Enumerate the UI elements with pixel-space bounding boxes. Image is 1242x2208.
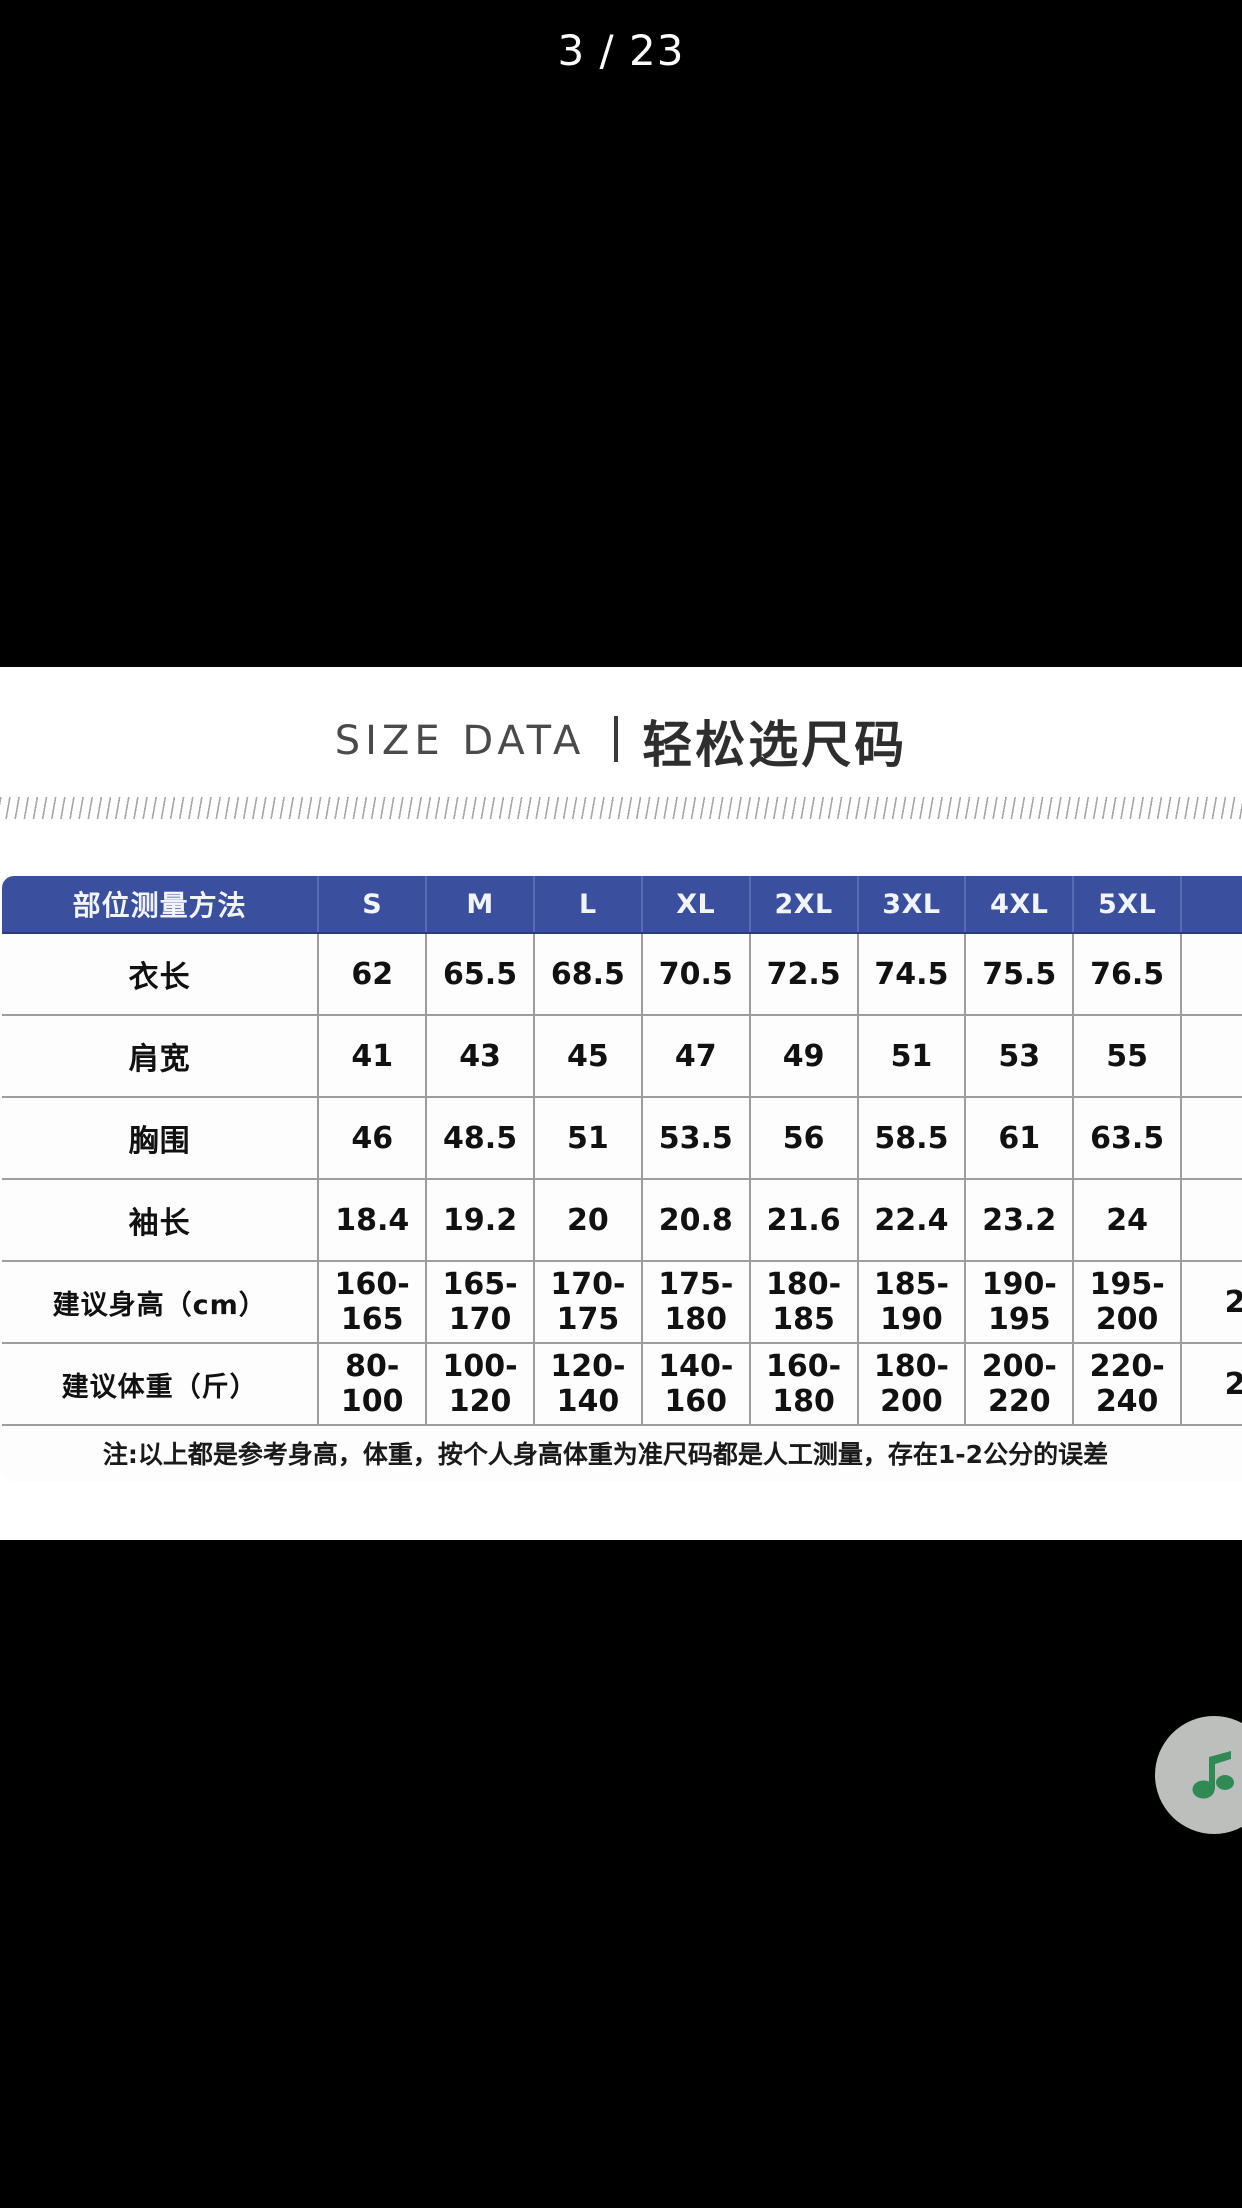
table-note: 注:以上都是参考身高，体重，按个人身高体重为准尺码都是人工测量，存在1-2公分的… xyxy=(102,1440,1109,1469)
page-indicator: 3 / 23 xyxy=(557,25,685,75)
cell: 74.5 xyxy=(857,933,967,1016)
header-size-5xl: 5XL xyxy=(1073,876,1183,934)
cell: 51 xyxy=(533,1097,643,1180)
cell: 56 xyxy=(749,1097,859,1180)
cell: 53 xyxy=(965,1015,1075,1098)
cell: 70.5 xyxy=(641,933,751,1016)
cell: 165-170 xyxy=(426,1261,535,1344)
row-label-chest: 胸围 xyxy=(2,1097,320,1180)
title-separator xyxy=(613,716,618,762)
cell: 23.2 xyxy=(965,1179,1075,1262)
header-size-l: L xyxy=(533,876,643,934)
cell: 19.2 xyxy=(426,1179,535,1262)
music-note-icon xyxy=(1192,1751,1234,1799)
row-label-shoulder-width: 肩宽 xyxy=(2,1015,320,1098)
cell: 160-180 xyxy=(749,1343,859,1426)
cell: 195-200 xyxy=(1073,1261,1183,1344)
cell: 51 xyxy=(857,1015,967,1098)
size-chart-sheet: SIZE DATA 轻松选尺码 部位测量方法 S M L XL 2XL xyxy=(0,667,1242,1540)
cell: 140-160 xyxy=(641,1343,751,1426)
size-table-container: 部位测量方法 S M L XL 2XL 3XL 4XL 5XL 衣长 62 65… xyxy=(0,874,1242,1482)
cell: 170-175 xyxy=(533,1261,643,1344)
cell: 58.5 xyxy=(857,1097,967,1180)
cell xyxy=(1181,1179,1242,1262)
row-label-recommended-weight: 建议体重（斤） xyxy=(2,1343,320,1426)
row-label-garment-length: 衣长 xyxy=(2,933,320,1016)
cell: 21.6 xyxy=(749,1179,859,1262)
row-label-recommended-height: 建议身高（cm） xyxy=(2,1261,320,1344)
table-row: 建议体重（斤） 80-100 100-120 120-140 140-160 1… xyxy=(2,1343,1242,1426)
table-row: 肩宽 41 43 45 47 49 51 53 55 xyxy=(2,1015,1242,1098)
header-measurement-method: 部位测量方法 xyxy=(2,876,320,934)
cell: 200-220 xyxy=(965,1343,1075,1426)
cell: 68.5 xyxy=(533,933,643,1016)
size-table: 部位测量方法 S M L XL 2XL 3XL 4XL 5XL 衣长 62 65… xyxy=(0,874,1242,1482)
cell: 80-100 xyxy=(318,1343,428,1426)
cell: 20 xyxy=(533,1179,643,1262)
cell: 180-200 xyxy=(857,1343,967,1426)
cell xyxy=(1181,1097,1242,1180)
cell: 41 xyxy=(318,1015,428,1098)
cell: 175-180 xyxy=(641,1261,751,1344)
cell: 45 xyxy=(533,1015,643,1098)
row-label-sleeve-length: 袖长 xyxy=(2,1179,320,1262)
cell: 61 xyxy=(965,1097,1075,1180)
cell: 49 xyxy=(749,1015,859,1098)
cell: 18.4 xyxy=(318,1179,428,1262)
cell: 53.5 xyxy=(641,1097,751,1180)
cell: 46 xyxy=(318,1097,428,1180)
cell xyxy=(1181,1015,1242,1098)
header-size-4xl: 4XL xyxy=(965,876,1075,934)
table-row: 衣长 62 65.5 68.5 70.5 72.5 74.5 75.5 76.5 xyxy=(2,933,1242,1016)
header-size-2xl: 2XL xyxy=(749,876,859,934)
cell: 62 xyxy=(318,933,428,1016)
cell xyxy=(1181,933,1242,1016)
header-size-3xl: 3XL xyxy=(857,876,967,934)
cell: 2 xyxy=(1181,1261,1242,1344)
cell: 2 xyxy=(1181,1343,1242,1426)
cell: 76.5 xyxy=(1073,933,1183,1016)
header-size-s: S xyxy=(318,876,428,934)
table-row: 袖长 18.4 19.2 20 20.8 21.6 22.4 23.2 24 xyxy=(2,1179,1242,1262)
cell: 180-185 xyxy=(749,1261,859,1344)
title-english: SIZE DATA xyxy=(334,718,586,764)
page-title: SIZE DATA 轻松选尺码 xyxy=(0,705,1242,777)
cell: 55 xyxy=(1073,1015,1183,1098)
table-row: 建议身高（cm） 160-165 165-170 170-175 175-180… xyxy=(2,1261,1242,1344)
table-header-row: 部位测量方法 S M L XL 2XL 3XL 4XL 5XL xyxy=(2,876,1242,934)
music-toggle-button[interactable] xyxy=(1155,1716,1242,1834)
cell: 190-195 xyxy=(965,1261,1075,1344)
table-row: 胸围 46 48.5 51 53.5 56 58.5 61 63.5 xyxy=(2,1097,1242,1180)
cell: 20.8 xyxy=(641,1179,751,1262)
cell: 100-120 xyxy=(426,1343,535,1426)
cell: 48.5 xyxy=(426,1097,535,1180)
cell: 47 xyxy=(641,1015,751,1098)
cell: 22.4 xyxy=(857,1179,967,1262)
ruler-hatch-divider xyxy=(0,797,1242,819)
cell: 75.5 xyxy=(965,933,1075,1016)
cell: 120-140 xyxy=(533,1343,643,1426)
title-chinese: 轻松选尺码 xyxy=(642,716,908,774)
cell: 63.5 xyxy=(1073,1097,1183,1180)
header-size-cutoff xyxy=(1181,876,1242,934)
header-size-m: M xyxy=(426,876,535,934)
cell: 185-190 xyxy=(857,1261,967,1344)
cell: 43 xyxy=(426,1015,535,1098)
cell: 24 xyxy=(1073,1179,1183,1262)
cell: 160-165 xyxy=(318,1261,428,1344)
cell: 72.5 xyxy=(749,933,859,1016)
cell: 65.5 xyxy=(426,933,535,1016)
header-size-xl: XL xyxy=(641,876,751,934)
table-note-row: 注:以上都是参考身高，体重，按个人身高体重为准尺码都是人工测量，存在1-2公分的… xyxy=(2,1425,1242,1480)
cell: 220-240 xyxy=(1073,1343,1183,1426)
